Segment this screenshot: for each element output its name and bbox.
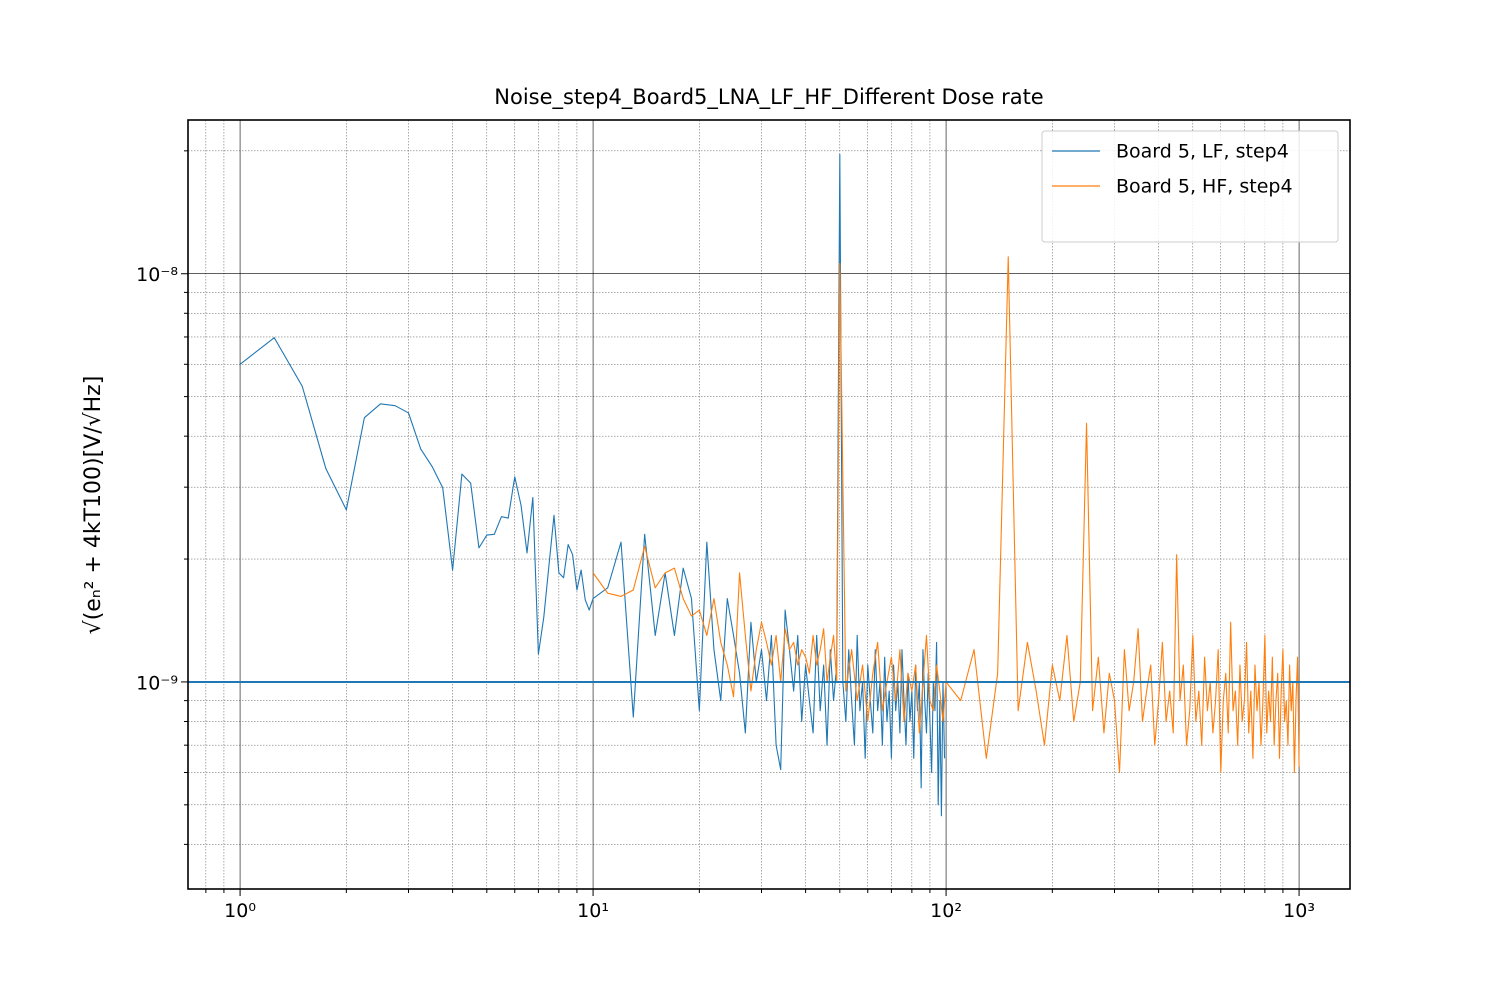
plot-frame [187,119,1351,890]
y-axis-label: √(eₙ² + 4kT100)[V/√Hz] [81,376,106,635]
legend-label: Board 5, LF, step4 [1116,141,1289,163]
x-tick-label: 10² [930,900,962,922]
series-line [592,256,1300,774]
x-tick-label: 10¹ [577,900,609,922]
y-tick-label: 10⁻⁸ [136,264,178,286]
x-tick-label: 10⁰ [224,900,256,922]
x-tick-label: 10³ [1283,900,1315,922]
chart-title: Noise_step4_Board5_LNA_LF_HF_Different D… [494,85,1043,110]
legend-label: Board 5, HF, step4 [1116,176,1293,198]
y-tick-label: 10⁻⁹ [136,672,178,694]
legend-box [1041,130,1339,243]
